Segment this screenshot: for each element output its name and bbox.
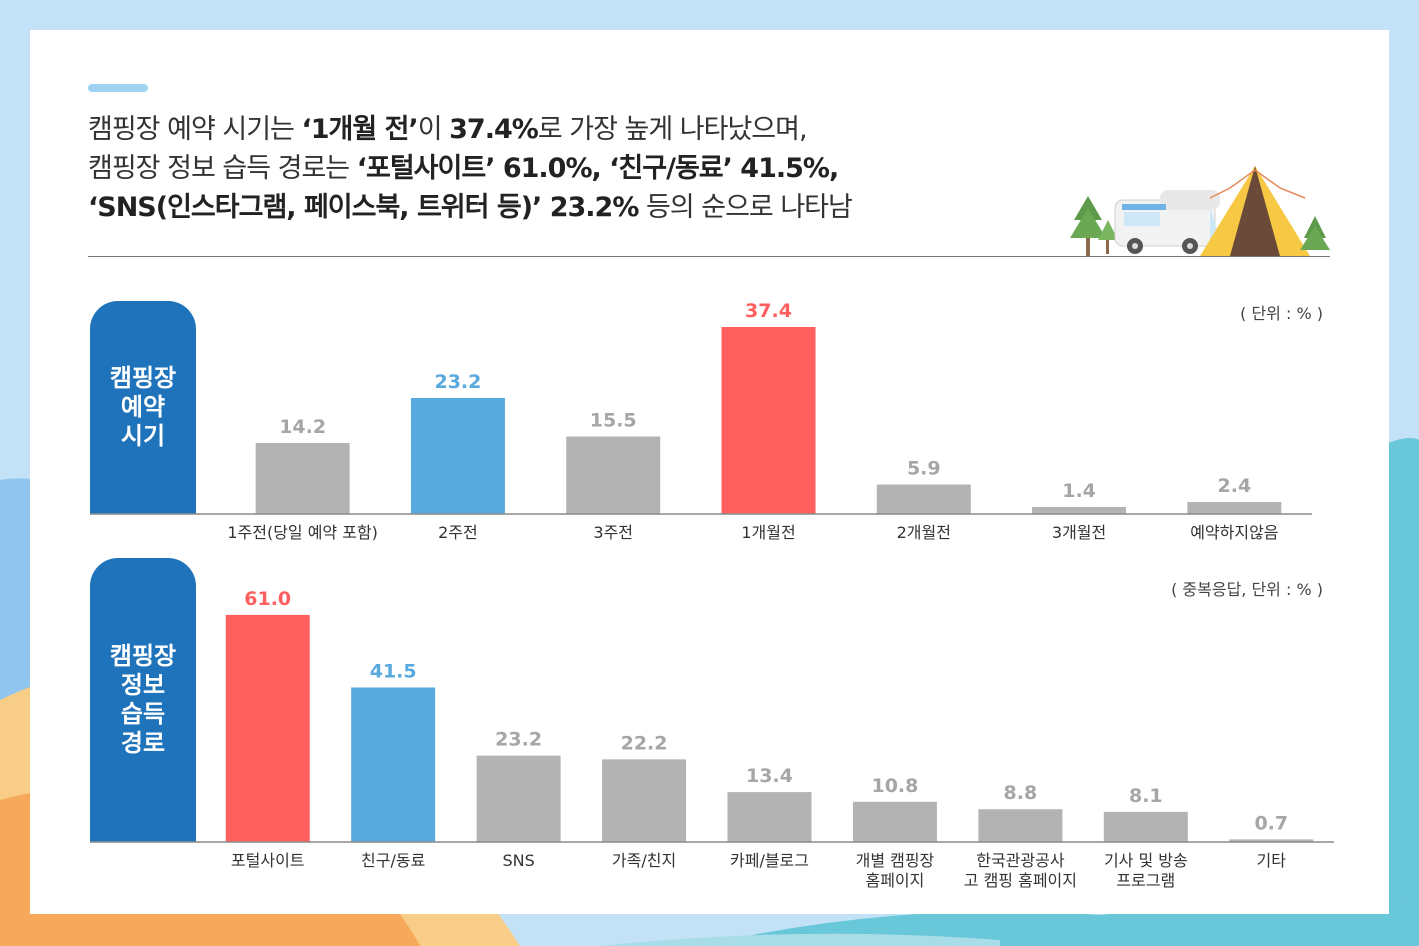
bar bbox=[225, 614, 310, 842]
bar bbox=[727, 792, 812, 842]
category-label: 1주전(당일 예약 포함) bbox=[227, 523, 378, 542]
category-label: 2개월전 bbox=[897, 523, 951, 542]
bar-value-label: 41.5 bbox=[370, 660, 417, 682]
category-label: 개별 캠핑장 bbox=[856, 851, 935, 870]
tag-line: 경로 bbox=[120, 729, 166, 757]
bar-value-label: 2.4 bbox=[1218, 475, 1252, 497]
headline-bold: 37.4% bbox=[449, 114, 539, 145]
reservation-timing-section: 캠핑장 예약 시기 ( 단위 : % ) bbox=[90, 301, 1323, 514]
headline-text: 캠핑장 정보 습득 경로는 bbox=[88, 153, 357, 184]
bar-value-label: 1.4 bbox=[1062, 480, 1096, 502]
headline-text: 캠핑장 예약 시기는 bbox=[88, 114, 302, 145]
bar-value-label: 61.0 bbox=[244, 588, 291, 610]
headline-bold: ‘1개월 전’ bbox=[301, 114, 418, 145]
tree-icon bbox=[1300, 216, 1330, 250]
bar bbox=[1103, 811, 1188, 842]
header-divider bbox=[88, 256, 1330, 257]
section-tag-reservation: 캠핑장 예약 시기 bbox=[90, 301, 196, 514]
bar bbox=[978, 809, 1063, 842]
bar-value-label: 8.8 bbox=[1004, 782, 1038, 804]
bar bbox=[876, 484, 971, 514]
headline-line-3: ‘SNS(인스타그램, 페이스북, 트위터 등)’ 23.2% 등의 순으로 나… bbox=[88, 188, 1088, 227]
bar bbox=[602, 759, 687, 842]
bar-value-label: 23.2 bbox=[495, 729, 542, 751]
category-label: 고 캠핑 홈페이지 bbox=[964, 871, 1077, 890]
bar-value-label: 13.4 bbox=[746, 765, 793, 787]
bar-value-label: 8.1 bbox=[1129, 785, 1163, 807]
category-label: 예약하지않음 bbox=[1190, 523, 1278, 542]
tag-text: 캠핑장 예약 시기 bbox=[110, 364, 176, 451]
bar bbox=[1032, 507, 1127, 514]
category-label: 카페/블로그 bbox=[730, 851, 809, 870]
bar bbox=[255, 443, 350, 514]
category-label: 홈페이지 bbox=[865, 871, 924, 890]
bar-value-label: 5.9 bbox=[907, 458, 941, 480]
headline-text: 등의 순으로 나타남 bbox=[638, 192, 853, 223]
tag-line: 시기 bbox=[120, 422, 166, 450]
category-label: 3개월전 bbox=[1052, 523, 1106, 542]
category-label: 2주전 bbox=[438, 523, 478, 542]
tag-line: 정보 bbox=[120, 671, 166, 699]
category-label: 기타 bbox=[1257, 851, 1287, 870]
bar-value-label: 15.5 bbox=[590, 410, 637, 432]
category-label: 1개월전 bbox=[741, 523, 795, 542]
bar-value-label: 14.2 bbox=[279, 416, 326, 438]
category-label: SNS bbox=[502, 851, 534, 870]
bar-value-label: 10.8 bbox=[871, 775, 918, 797]
tag-line: 캠핑장 bbox=[109, 364, 177, 392]
section-tag-info-source: 캠핑장 정보 습득 경로 bbox=[90, 558, 196, 842]
unit-label: ( 단위 : % ) bbox=[1240, 304, 1323, 323]
headline-bold: ‘포털사이트’ 61.0%, ‘친구/동료’ 41.5%, bbox=[356, 153, 840, 184]
bar-value-label: 23.2 bbox=[434, 371, 481, 393]
headline: 캠핑장 예약 시기는 ‘1개월 전’이 37.4%로 가장 높게 나타났으며, … bbox=[88, 110, 1088, 227]
category-label: 프로그램 bbox=[1116, 871, 1175, 890]
category-label: 가족/친지 bbox=[612, 851, 676, 870]
category-label: 3주전 bbox=[593, 523, 633, 542]
bar bbox=[351, 687, 436, 842]
tag-line: 습득 bbox=[120, 700, 166, 728]
bar bbox=[566, 436, 661, 514]
unit-label: ( 중복응답, 단위 : % ) bbox=[1171, 580, 1323, 599]
tent-icon bbox=[1200, 166, 1310, 256]
bar bbox=[1229, 839, 1314, 842]
bar-value-label: 0.7 bbox=[1254, 812, 1288, 834]
accent-bar bbox=[88, 84, 148, 92]
bar bbox=[476, 755, 561, 842]
headline-text: 로 가장 높게 나타났으며, bbox=[537, 114, 808, 145]
tag-line: 예약 bbox=[120, 393, 166, 421]
bar bbox=[1187, 502, 1282, 514]
headline-bold: ‘SNS(인스타그램, 페이스북, 트위터 등)’ 23.2% bbox=[88, 192, 639, 223]
bar bbox=[410, 398, 505, 514]
category-label: 기사 및 방송 bbox=[1104, 851, 1188, 870]
headline-line-1: 캠핑장 예약 시기는 ‘1개월 전’이 37.4%로 가장 높게 나타났으며, bbox=[88, 110, 1088, 149]
bar-value-label: 22.2 bbox=[621, 732, 668, 754]
bar bbox=[721, 327, 816, 514]
tag-text: 캠핑장 정보 습득 경로 bbox=[110, 642, 176, 758]
category-label: 친구/동료 bbox=[361, 851, 425, 870]
bar bbox=[852, 801, 937, 842]
camping-illustration bbox=[1070, 166, 1330, 256]
tag-line: 캠핑장 bbox=[109, 642, 177, 670]
headline-line-2: 캠핑장 정보 습득 경로는 ‘포털사이트’ 61.0%, ‘친구/동료’ 41.… bbox=[88, 149, 1088, 188]
headline-text: 이 bbox=[417, 114, 450, 145]
bar-value-label: 37.4 bbox=[745, 300, 792, 322]
category-label: 포털사이트 bbox=[231, 851, 305, 870]
category-label: 한국관광공사 bbox=[976, 851, 1065, 870]
tree-icon bbox=[1070, 196, 1118, 256]
